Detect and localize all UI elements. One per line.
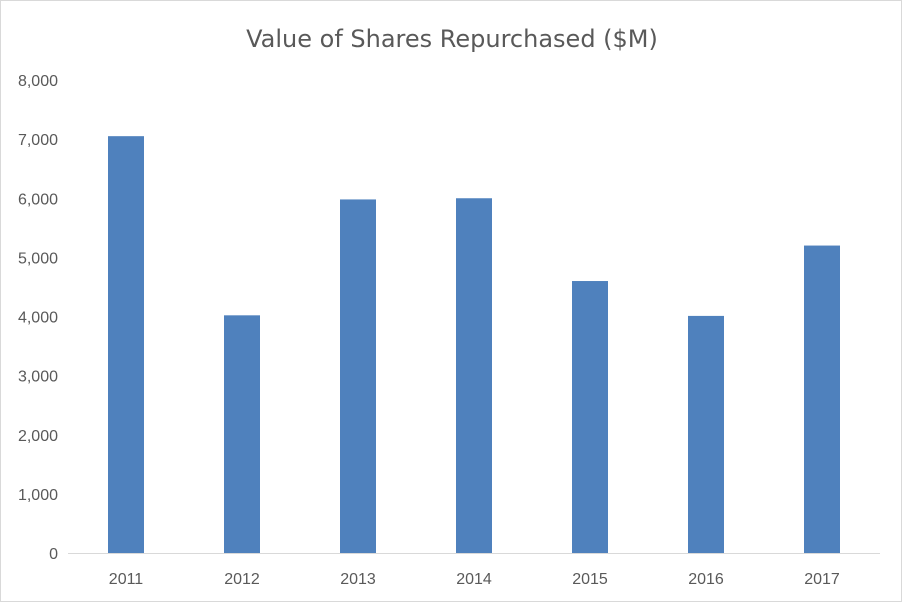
y-axis-ticks: 0 1,000 2,000 3,000 4,000 5,000 6,000 7,000 8,00…	[18, 73, 58, 563]
bar-2012	[224, 315, 260, 553]
y-tick-label: 4,000	[18, 310, 58, 327]
bar-2016	[688, 315, 724, 553]
bar-2017	[804, 245, 840, 554]
bar-2015	[572, 281, 608, 553]
x-tick-label: 2012	[224, 571, 260, 588]
bar-2011	[108, 136, 144, 553]
y-tick-label: 8,000	[18, 73, 58, 90]
bars-group	[108, 136, 840, 554]
y-tick-label: 7,000	[18, 132, 58, 149]
x-tick-label: 2013	[340, 571, 376, 588]
x-tick-label: 2016	[688, 571, 724, 588]
y-tick-label: 3,000	[18, 369, 58, 386]
x-axis-ticks: 2011 2012 2013 2014 2015 2016 2017	[109, 571, 840, 588]
y-tick-label: 0	[49, 546, 58, 563]
x-tick-label: 2015	[572, 571, 608, 588]
y-tick-label: 5,000	[18, 250, 58, 267]
bar-2013	[340, 199, 376, 553]
x-tick-label: 2014	[456, 571, 492, 588]
bar-2014	[456, 198, 492, 553]
x-tick-label: 2017	[804, 571, 840, 588]
y-tick-label: 2,000	[18, 428, 58, 445]
y-tick-label: 1,000	[18, 487, 58, 504]
y-tick-label: 6,000	[18, 191, 58, 208]
chart-title: Value of Shares Repurchased ($M)	[246, 25, 658, 53]
x-tick-label: 2011	[109, 571, 144, 588]
